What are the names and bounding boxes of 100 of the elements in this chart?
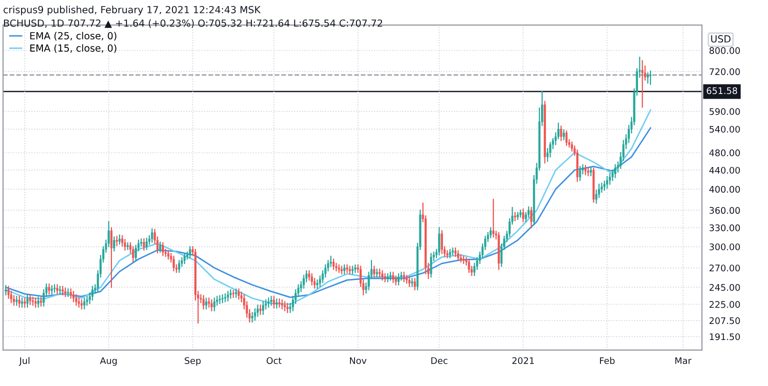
candlestick [205, 298, 208, 310]
candlestick [386, 273, 389, 282]
y-tick-label: 400.00 [709, 186, 740, 193]
candlestick [210, 299, 213, 312]
candlestick [48, 283, 50, 294]
candlestick [118, 234, 121, 245]
candlestick [284, 301, 286, 312]
candlestick [116, 236, 118, 246]
y-tick-label: 590.00 [710, 108, 740, 115]
candlestick [641, 60, 644, 108]
y-tick-label: 540.00 [710, 126, 740, 133]
legend-label: EMA (25, close, 0) [30, 32, 116, 41]
y-tick-label: 245.00 [710, 284, 740, 291]
candlestick [310, 273, 313, 286]
candlestick [178, 260, 180, 273]
candlestick [91, 286, 94, 300]
candlestick [213, 298, 216, 312]
chart-title: crispus9 published, February 17, 2021 12:24:43 MSK [4, 6, 261, 16]
candlestick [402, 272, 406, 282]
candlestick [12, 295, 15, 306]
candlestick [70, 288, 72, 299]
candlestick [75, 294, 78, 306]
candlestick [314, 278, 316, 289]
candlestick [37, 296, 40, 308]
candlestick [132, 246, 134, 262]
candlestick [226, 290, 229, 302]
y-tick-label: 207.50 [710, 317, 740, 324]
candlestick [286, 302, 289, 314]
candlestick [373, 266, 376, 278]
candlestick [438, 227, 440, 256]
candlestick [18, 296, 20, 308]
candlestick [579, 166, 582, 181]
y-tick-label: 270.00 [710, 264, 740, 272]
y-tick-label: 360.00 [710, 206, 740, 214]
candlestick [560, 126, 562, 142]
candlestick [430, 252, 432, 278]
candlestick [302, 274, 305, 289]
candlestick [162, 242, 164, 256]
y-tick-label: 300.00 [710, 243, 740, 250]
candlestick [26, 294, 28, 308]
candlestick [113, 236, 116, 252]
candlestick [408, 276, 410, 288]
candlestick [414, 278, 416, 290]
candlestick [381, 270, 384, 281]
y-tick-label: 330.00 [710, 224, 740, 232]
candlestick [516, 212, 519, 220]
candlestick [72, 290, 75, 302]
y-tick-label: 720.00 [710, 68, 740, 76]
candlestick [398, 273, 400, 286]
y-tick-label: 800.00 [710, 47, 740, 54]
candlestick [24, 298, 26, 308]
y-tick-label: 440.00 [709, 166, 740, 174]
candlestick [332, 258, 335, 270]
candlestick [238, 288, 240, 300]
candlestick [29, 294, 32, 305]
candlestick [270, 296, 272, 306]
x-tick-label: Oct [266, 357, 282, 364]
candlestick [392, 272, 394, 283]
candlestick [4, 285, 7, 296]
x-tick-label: Aug [100, 357, 117, 366]
candlestick [468, 258, 470, 273]
candlestick [584, 165, 587, 176]
candlestick [251, 312, 254, 323]
candlestick [218, 295, 221, 304]
candlestick [530, 206, 532, 228]
candlestick [646, 72, 649, 84]
candlestick [256, 304, 259, 317]
candlestick [172, 256, 175, 272]
candlestick [262, 301, 264, 315]
candlestick [649, 70, 652, 85]
candlestick [348, 266, 351, 274]
candlestick [202, 295, 205, 310]
candlestick [354, 264, 356, 273]
candlestick [614, 164, 616, 178]
candlestick [457, 250, 460, 262]
candlestick [440, 230, 443, 254]
y-tick-label: 191.50 [710, 333, 740, 340]
x-tick-label: Mar [675, 357, 692, 364]
x-tick-label: Jul [18, 357, 30, 366]
y-tick-label: 225.00 [710, 301, 740, 308]
candlestick [56, 284, 58, 294]
candlestick [254, 308, 256, 321]
x-tick-label: 2021 [512, 357, 534, 364]
candlestick [259, 304, 262, 315]
candlestick [7, 286, 10, 299]
chart-subtitle: BCHUSD, 1D 707.72 ▲ +1.64 (+0.23%) O:705.32 H:721.64 L:675.54 C:707.72 [4, 19, 382, 28]
y-axis-title: USD [711, 35, 731, 43]
x-tick-label: Feb [600, 357, 615, 364]
candlestick [272, 296, 276, 308]
candlestick [335, 262, 338, 272]
legend-label: EMA (15, close, 0) [30, 44, 116, 53]
candlestick [110, 227, 112, 288]
candlestick [124, 238, 126, 251]
candlestick [565, 130, 568, 146]
candlestick [151, 228, 154, 243]
candlestick [159, 242, 162, 253]
candlestick [142, 238, 145, 251]
candlestick [522, 208, 524, 222]
candlestick [549, 142, 552, 158]
candlestick [121, 235, 124, 247]
